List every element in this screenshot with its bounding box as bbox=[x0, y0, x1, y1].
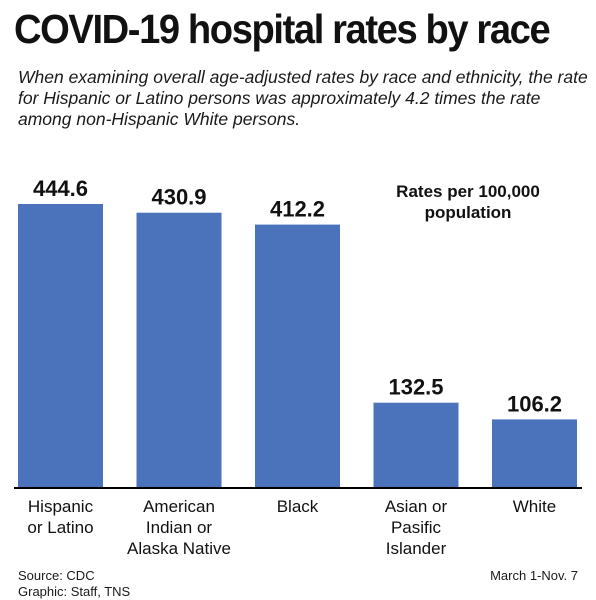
category-label-1: American Indian or Alaska Native bbox=[127, 497, 231, 558]
data-label-0: 444.6 bbox=[33, 176, 88, 201]
data-label-4: 106.2 bbox=[507, 391, 562, 416]
chart-subtitle: When examining overall age-adjusted rate… bbox=[18, 67, 588, 129]
bar-0 bbox=[18, 204, 103, 487]
source-line: Source: CDC bbox=[18, 568, 95, 583]
category-label-0: Hispanic or Latino bbox=[27, 497, 93, 537]
units-note: Rates per 100,000 population bbox=[396, 182, 540, 222]
source-note: Source: CDC Graphic: Staff, TNS bbox=[18, 568, 130, 600]
date-range: March 1-Nov. 7 bbox=[490, 568, 578, 583]
category-label-4: White bbox=[513, 497, 556, 516]
data-label-3: 132.5 bbox=[388, 375, 443, 400]
chart-title: COVID-19 hospital rates by race bbox=[14, 6, 551, 52]
bar-3 bbox=[373, 402, 459, 487]
data-label-1: 430.9 bbox=[151, 185, 206, 210]
credit-line: Graphic: Staff, TNS bbox=[18, 584, 131, 599]
bar-2 bbox=[255, 224, 340, 487]
data-label-2: 412.2 bbox=[270, 197, 325, 222]
bar-4 bbox=[492, 419, 577, 487]
bar-1 bbox=[136, 212, 222, 487]
category-label-2: Black bbox=[277, 497, 319, 516]
category-label-3: Asian or Pasific Islander bbox=[385, 497, 448, 558]
